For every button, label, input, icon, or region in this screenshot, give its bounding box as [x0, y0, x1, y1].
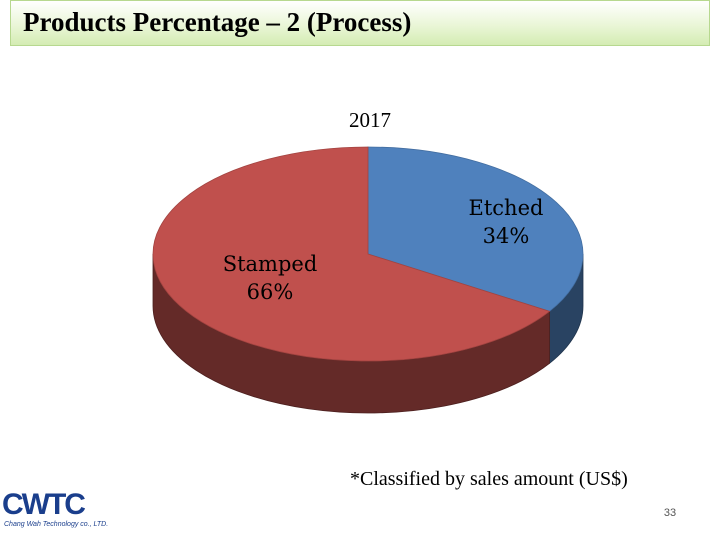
pie-slice-stamped — [152, 146, 551, 362]
page-title: Products Percentage – 2 (Process) — [23, 7, 412, 37]
slice-label-stamped: Stamped 66% — [215, 250, 325, 306]
pie-slice-etched — [367, 146, 584, 312]
slice-label-etched-name: Etched — [468, 196, 544, 220]
slice-label-etched-value: 34% — [482, 224, 530, 248]
chart-title: 2017 — [349, 108, 391, 132]
title-bar: Products Percentage – 2 (Process) — [10, 0, 710, 46]
slice-label-stamped-name: Stamped — [222, 252, 318, 276]
slice-label-stamped-value: 66% — [246, 280, 294, 304]
company-logo: CWTC Chang Wah Technology co., LTD. — [2, 490, 128, 532]
pie-tops — [152, 146, 584, 362]
slice-label-etched: Etched 34% — [458, 194, 554, 250]
logo-wordmark: CWTC — [2, 488, 86, 521]
logo-tagline: Chang Wah Technology co., LTD. — [4, 521, 109, 528]
page-number: 33 — [663, 507, 677, 519]
footnote: *Classified by sales amount (US$) — [350, 468, 628, 490]
